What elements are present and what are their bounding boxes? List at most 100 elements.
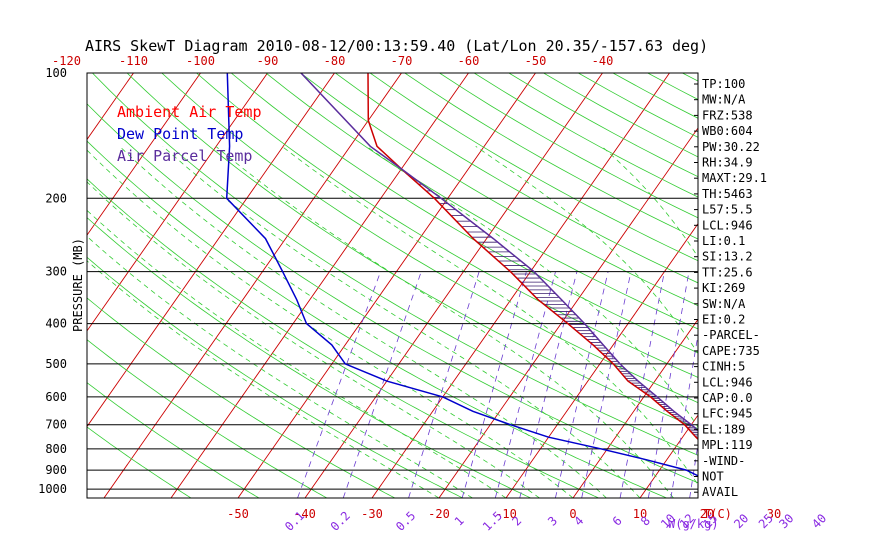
bottom-temp-tick-label: -20 [428, 507, 450, 521]
dry-adiabat-line [87, 103, 698, 484]
index-label: CAPE:735 [702, 344, 760, 358]
top-temp-tick-label: -60 [458, 54, 480, 68]
y-axis-label: PRESSURE (MB) [71, 238, 85, 332]
legend: Ambient Air Temp Dew Point Temp Air Parcel… [117, 103, 262, 165]
dry-adiabat-line [265, 73, 698, 330]
index-label: LCL:946 [702, 375, 753, 389]
index-label: SI:13.2 [702, 250, 753, 264]
mixing-ratio-line [822, 272, 838, 498]
bottom-temp-tick-label: 0 [569, 507, 576, 521]
dry-adiabat-line [161, 73, 698, 404]
dry-adiabat-line [87, 217, 531, 498]
isotherm-line [0, 73, 67, 498]
legend-entry: Ambient Air Temp [117, 103, 262, 121]
bottom-temp-tick-label: -50 [227, 507, 249, 521]
index-label: TP:100 [702, 77, 745, 91]
pressure-tick-label: 300 [45, 265, 67, 279]
mixing-ratio-line [461, 271, 527, 498]
isotherm-line [87, 73, 201, 236]
legend-entry: Air Parcel Temp [117, 147, 252, 165]
dry-adiabat-line [230, 73, 698, 354]
index-label: -WIND- [702, 454, 745, 468]
index-label: MPL:119 [702, 438, 753, 452]
mixing-ratio-tick-label: 40 [809, 511, 829, 531]
mixing-ratio-tick-label: 4 [571, 514, 586, 529]
mixing-ratio-tick-label: 0.2 [328, 509, 353, 534]
pressure-tick-label: 900 [45, 463, 67, 477]
parcel-temp-line [300, 73, 698, 432]
index-label: KI:269 [702, 281, 745, 295]
chart-title: AIRS SkewT Diagram 2010-08-12/00:13:59.4… [85, 37, 708, 55]
top-temp-tick-label: -80 [324, 54, 346, 68]
mixing-ratio-line [297, 271, 381, 498]
mixing-ratio-tick-label: 20 [731, 511, 751, 531]
mixing-ratio-tick-label: 6 [610, 514, 625, 529]
mixing-ratio-line [519, 271, 578, 498]
index-label: SW:N/A [702, 297, 746, 311]
bottom-temp-tick-label: 10 [633, 507, 647, 521]
dry-adiabat-line [87, 140, 667, 498]
dew-point-line [225, 73, 698, 477]
moist-adiabat-line [281, 145, 698, 486]
top-temp-tick-label: -110 [119, 54, 148, 68]
dry-adiabat-line [508, 73, 698, 178]
mixing-ratio-tick-label: 2 [509, 514, 524, 529]
index-label: MAXT:29.1 [702, 171, 767, 185]
index-label: EL:189 [702, 422, 745, 436]
isotherm-line [841, 73, 870, 498]
isotherm-line [237, 73, 536, 498]
dry-adiabat-line [87, 339, 328, 498]
ambient-temp-line [367, 73, 698, 441]
moist-adiabat-line [789, 146, 870, 498]
dry-adiabat-line [647, 73, 698, 100]
bottom-temp-tick-label: 20 [700, 507, 714, 521]
top-temp-tick-label: -100 [186, 54, 215, 68]
top-temp-tick-label: -50 [525, 54, 547, 68]
temp-axis-unit: T(C) [703, 507, 732, 521]
index-label: MW:N/A [702, 93, 746, 107]
bottom-temp-tick-label: 30 [767, 507, 781, 521]
bottom-temp-tick-label: -40 [294, 507, 316, 521]
pressure-tick-label: 800 [45, 442, 67, 456]
pressure-tick-label: 400 [45, 317, 67, 331]
dry-adiabat-line [369, 73, 698, 262]
plot-frame [86, 72, 699, 499]
index-label: CINH:5 [702, 360, 745, 374]
index-label: LI:0.1 [702, 234, 745, 248]
dry-adiabat-line [300, 73, 698, 307]
mixing-ratio-line [554, 271, 609, 498]
index-label: NOT [702, 470, 724, 484]
dry-adiabat-line [87, 382, 260, 498]
isotherm-line [87, 73, 335, 428]
moist-adiabat-line [87, 209, 507, 498]
mixing-ratio-tick-label: 1 [452, 514, 467, 529]
dry-adiabat-line [87, 426, 192, 498]
isotherm-line [103, 73, 402, 498]
index-label: AVAIL [702, 485, 738, 499]
index-label: LCL:946 [702, 218, 753, 232]
top-temp-tick-label: -90 [257, 54, 279, 68]
moist-adiabat-line [366, 145, 698, 428]
index-label: PW:30.22 [702, 140, 760, 154]
index-label: CAP:0.0 [702, 391, 753, 405]
grid-lines [0, 73, 870, 498]
mixing-ratio-line [408, 271, 480, 498]
isotherm-line [774, 73, 870, 498]
index-label: FRZ:538 [702, 108, 753, 122]
isotherm-line [572, 318, 698, 498]
top-temp-tick-label: -120 [52, 54, 81, 68]
isotherm-line [371, 73, 670, 498]
index-label: RH:34.9 [702, 156, 753, 170]
dry-adiabat-line [196, 73, 698, 378]
pressure-tick-label: 700 [45, 418, 67, 432]
mixing-ratio-unit: W(g/kg) [668, 517, 719, 531]
isotherm-line [87, 73, 134, 141]
data-series [225, 73, 698, 477]
top-temp-tick-label: -70 [391, 54, 413, 68]
mixing-ratio-line [670, 332, 698, 498]
dry-adiabat-line [126, 73, 698, 430]
dry-adiabat-line [92, 73, 698, 456]
isotherm-line [87, 73, 268, 332]
